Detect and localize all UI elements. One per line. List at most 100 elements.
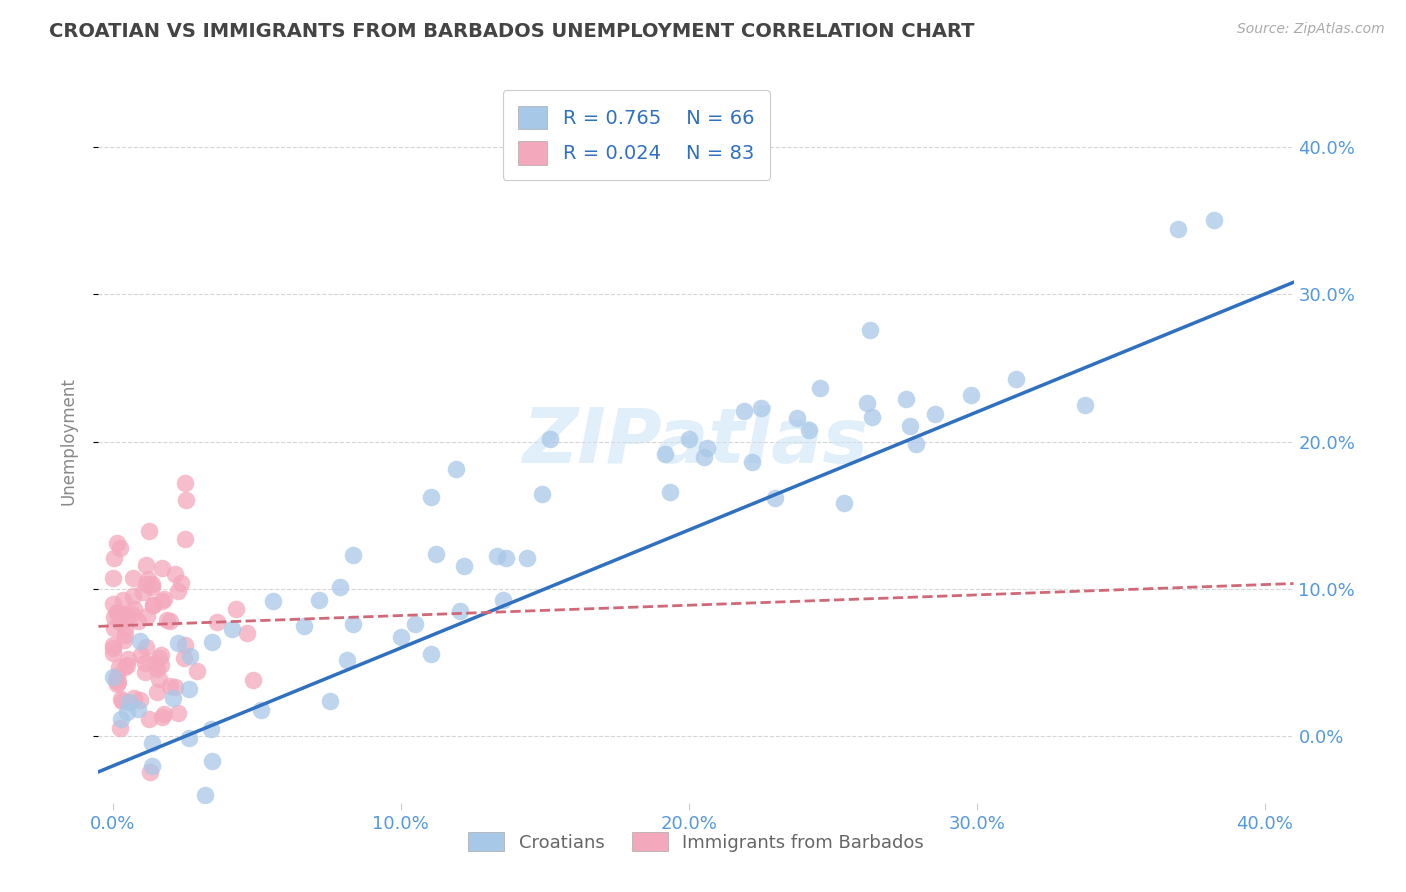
Point — [419, 491, 441, 505]
Point — [122, 602, 145, 616]
Point — [103, 621, 125, 635]
Point — [486, 549, 509, 564]
Point — [135, 640, 157, 654]
Point — [516, 551, 538, 566]
Point — [124, 691, 146, 706]
Point — [108, 721, 131, 735]
Point — [449, 604, 471, 618]
Point — [121, 607, 143, 621]
Point — [115, 657, 138, 672]
Point — [156, 613, 179, 627]
Point — [108, 541, 131, 555]
Point — [308, 593, 330, 607]
Point — [105, 605, 128, 619]
Point — [733, 404, 755, 418]
Point — [169, 575, 191, 590]
Point — [1074, 398, 1097, 412]
Point — [654, 447, 676, 461]
Point — [110, 694, 132, 708]
Point — [129, 648, 152, 662]
Point — [134, 656, 156, 670]
Point — [242, 673, 264, 688]
Point — [959, 388, 981, 402]
Point — [174, 492, 197, 507]
Point — [141, 758, 163, 772]
Point — [165, 680, 187, 694]
Point — [105, 536, 128, 550]
Point — [236, 626, 259, 640]
Point — [860, 410, 883, 425]
Point — [146, 685, 169, 699]
Point — [329, 580, 352, 594]
Point — [292, 619, 315, 633]
Point — [763, 491, 786, 506]
Point — [134, 665, 156, 680]
Point — [121, 589, 143, 603]
Point — [122, 572, 145, 586]
Point — [250, 703, 273, 717]
Point — [786, 410, 808, 425]
Point — [103, 550, 125, 565]
Point — [150, 561, 173, 575]
Point — [221, 622, 243, 636]
Point — [141, 580, 163, 594]
Point — [149, 658, 172, 673]
Point — [201, 754, 224, 768]
Point — [659, 484, 682, 499]
Point — [141, 736, 163, 750]
Point — [127, 701, 149, 715]
Point — [132, 585, 155, 599]
Point — [444, 462, 467, 476]
Point — [924, 407, 946, 421]
Point — [205, 615, 228, 629]
Point — [107, 660, 129, 674]
Text: CROATIAN VS IMMIGRANTS FROM BARBADOS UNEMPLOYMENT CORRELATION CHART: CROATIAN VS IMMIGRANTS FROM BARBADOS UNE… — [49, 22, 974, 41]
Point — [225, 601, 247, 615]
Point — [173, 476, 195, 491]
Point — [319, 694, 342, 708]
Point — [135, 558, 157, 572]
Point — [105, 606, 128, 620]
Point — [117, 652, 139, 666]
Point — [159, 615, 181, 629]
Text: ZIPatlas: ZIPatlas — [523, 405, 869, 478]
Point — [110, 615, 132, 629]
Point — [693, 450, 716, 465]
Point — [389, 631, 412, 645]
Point — [1166, 222, 1188, 236]
Point — [162, 690, 184, 705]
Point — [150, 594, 173, 608]
Point — [114, 628, 136, 642]
Point — [153, 707, 176, 722]
Point — [152, 592, 174, 607]
Point — [114, 621, 136, 635]
Point — [342, 617, 364, 632]
Point — [127, 614, 149, 628]
Point — [114, 660, 136, 674]
Point — [150, 648, 173, 662]
Point — [419, 648, 441, 662]
Point — [538, 432, 561, 446]
Legend: Croatians, Immigrants from Barbados: Croatians, Immigrants from Barbados — [461, 825, 931, 859]
Point — [905, 437, 928, 451]
Point — [453, 559, 475, 574]
Point — [678, 432, 700, 446]
Point — [105, 673, 128, 687]
Point — [201, 635, 224, 649]
Point — [495, 551, 517, 566]
Point — [101, 638, 124, 652]
Point — [148, 672, 170, 686]
Point — [146, 662, 169, 676]
Point — [174, 638, 197, 652]
Point — [799, 423, 821, 437]
Point — [136, 572, 159, 586]
Point — [167, 583, 190, 598]
Point — [138, 524, 160, 538]
Point — [200, 723, 222, 737]
Point — [336, 653, 359, 667]
Point — [749, 401, 772, 416]
Point — [142, 598, 165, 612]
Point — [173, 651, 195, 665]
Point — [159, 679, 181, 693]
Point — [129, 693, 152, 707]
